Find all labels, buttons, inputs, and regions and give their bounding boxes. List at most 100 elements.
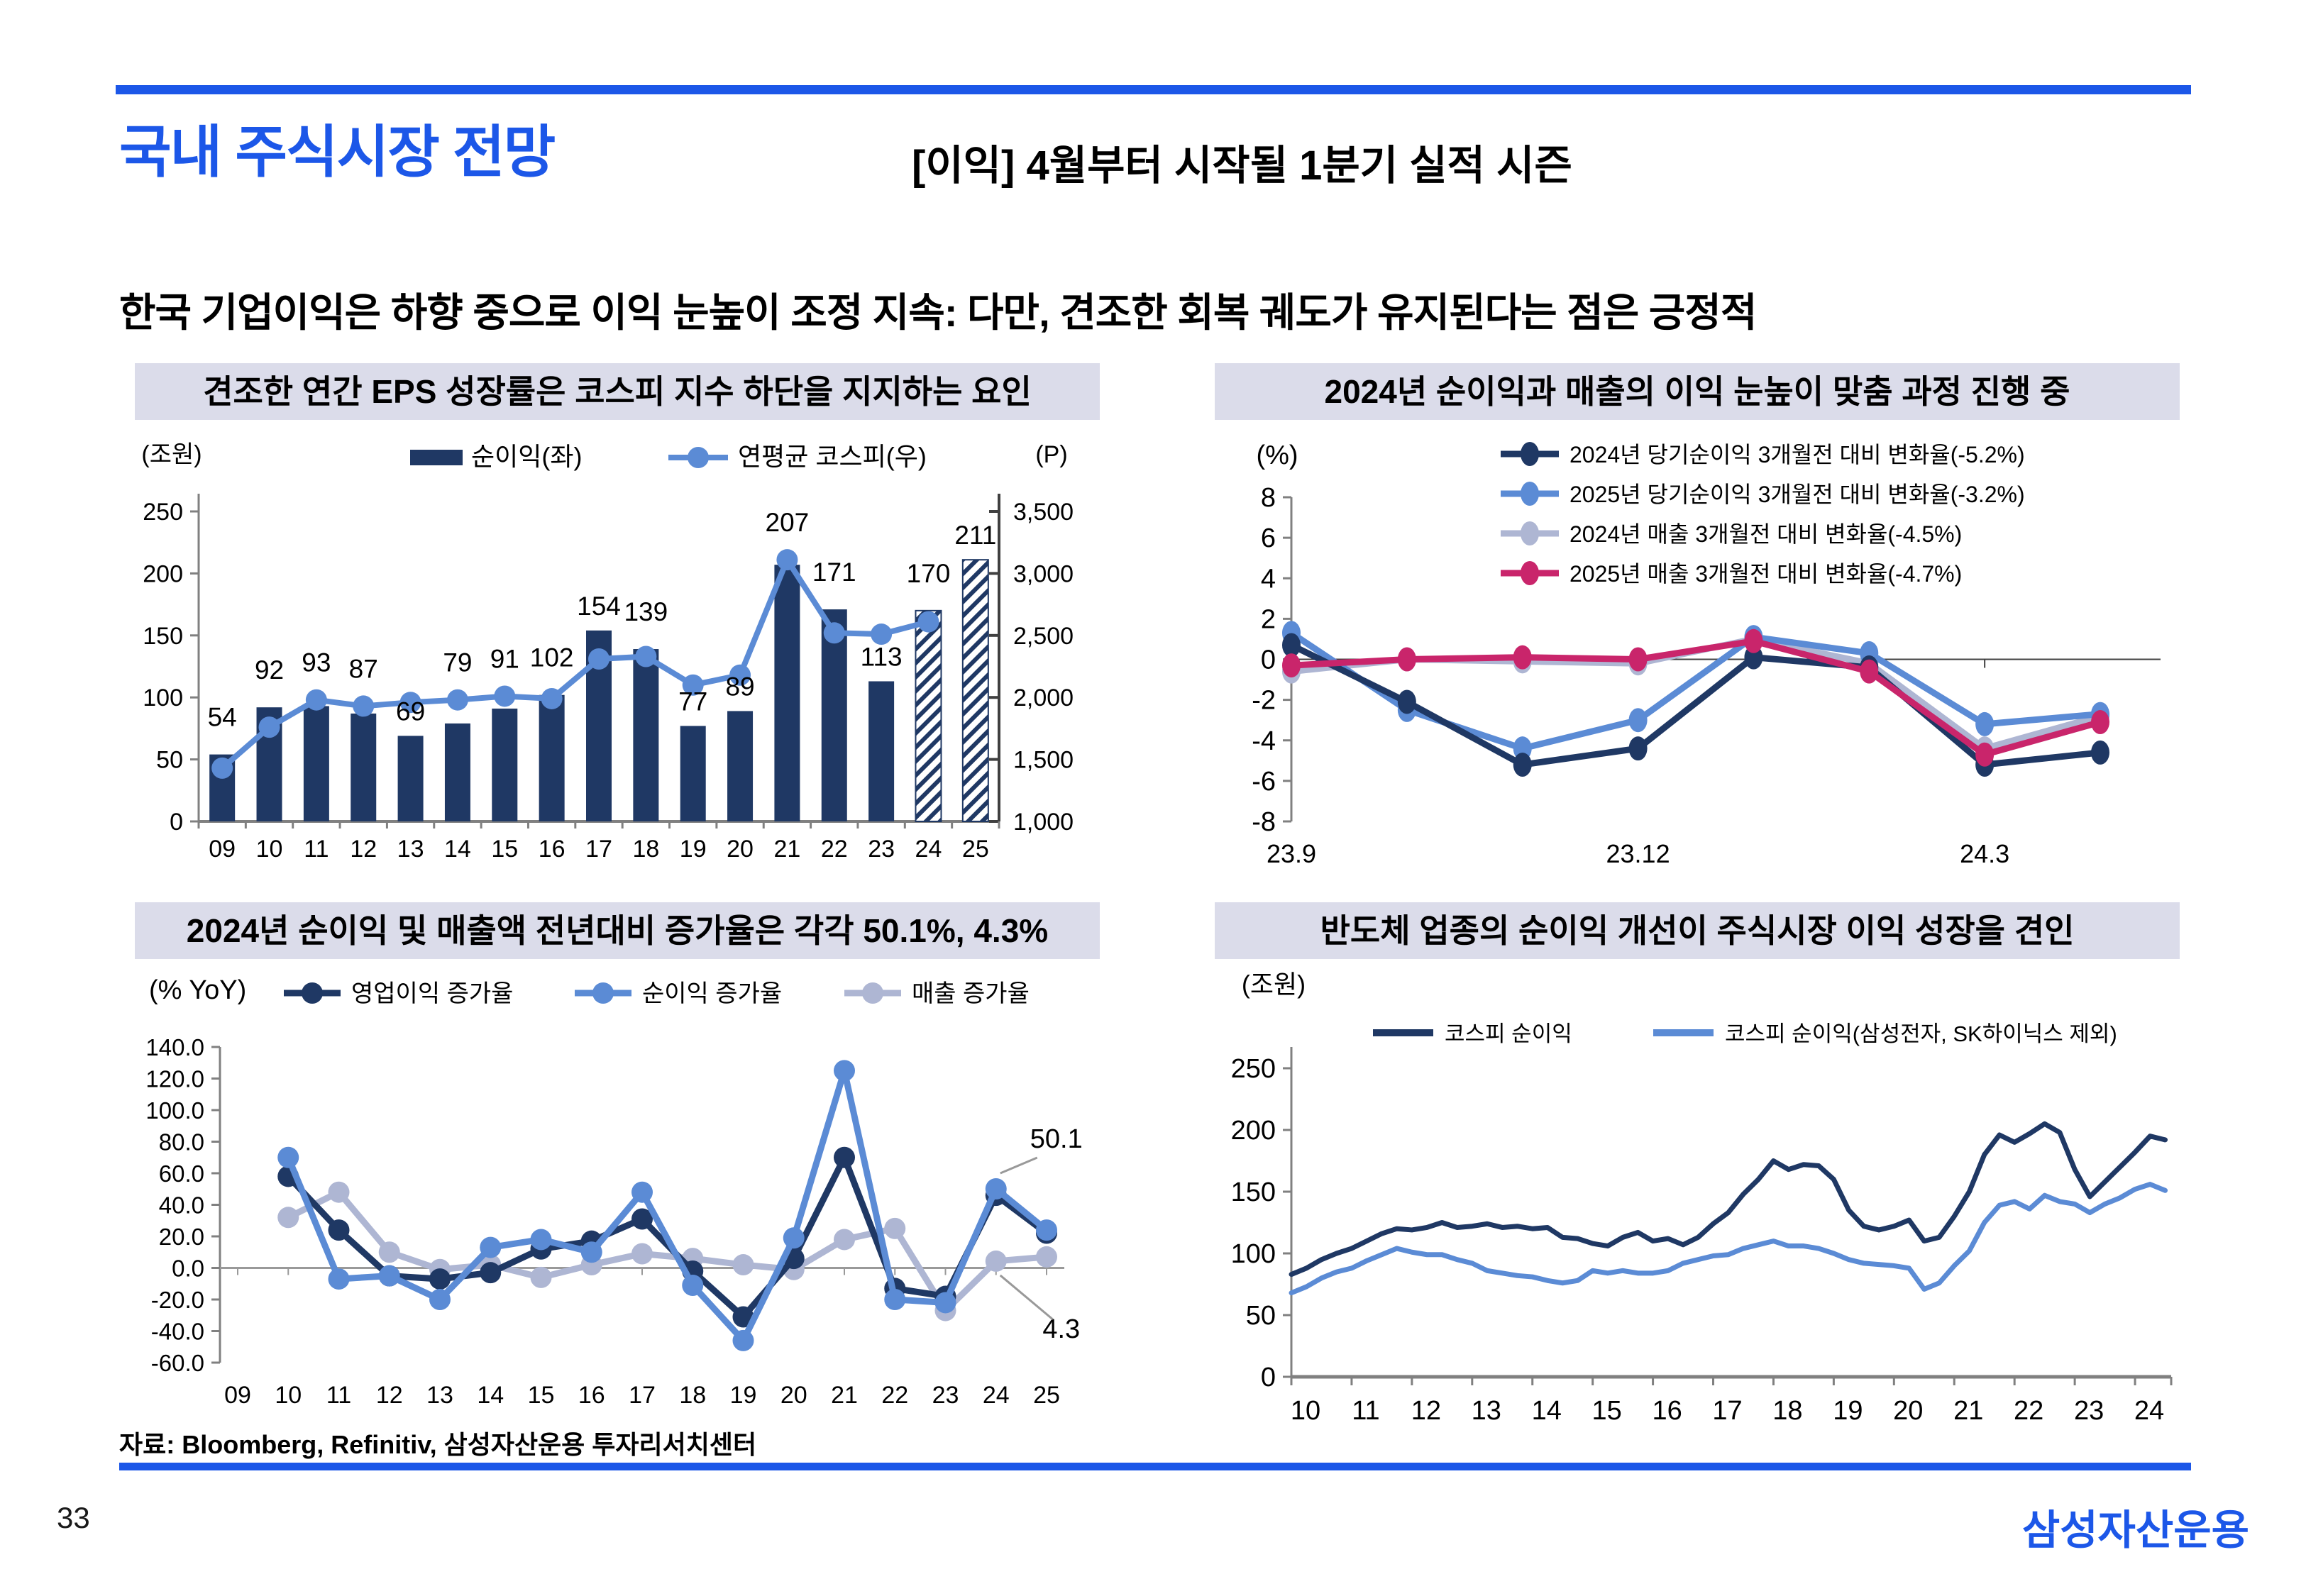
svg-text:93: 93 (302, 648, 331, 677)
svg-text:20: 20 (727, 836, 754, 863)
svg-text:코스피 순이익: 코스피 순이익 (1445, 1021, 1572, 1046)
svg-text:연평균 코스피(우): 연평균 코스피(우) (738, 442, 927, 471)
source-note: 자료: Bloomberg, Refinitiv, 삼성자산운용 투자리서치센터 (119, 1430, 757, 1459)
svg-text:23: 23 (2074, 1396, 2104, 1426)
svg-text:-8: -8 (1252, 807, 1276, 837)
svg-text:50: 50 (1246, 1301, 1276, 1331)
svg-text:250: 250 (1231, 1054, 1276, 1084)
svg-text:140.0: 140.0 (145, 1034, 204, 1060)
page-number: 33 (57, 1501, 90, 1534)
svg-text:16: 16 (539, 836, 566, 863)
svg-text:3,000: 3,000 (1013, 560, 1074, 587)
svg-text:91: 91 (490, 644, 519, 673)
svg-text:14: 14 (477, 1382, 504, 1409)
footer-rule (119, 1463, 2191, 1470)
svg-text:19: 19 (1833, 1396, 1863, 1426)
company-logo: 삼성자산운용 (2021, 1507, 2249, 1553)
svg-text:22: 22 (881, 1382, 908, 1409)
svg-text:16: 16 (1652, 1396, 1682, 1426)
svg-text:15: 15 (1592, 1396, 1622, 1426)
svg-text:200: 200 (1231, 1116, 1276, 1146)
svg-text:19: 19 (730, 1382, 757, 1409)
svg-text:매출 증가율: 매출 증가율 (912, 980, 1030, 1007)
svg-text:13: 13 (397, 836, 424, 863)
chart-eps-bar-line: 0 50 100 150 200 250 1,000 1,500 2,000 2,500 3,000… (141, 441, 1074, 863)
svg-text:21: 21 (831, 1382, 858, 1409)
svg-text:120.0: 120.0 (145, 1066, 204, 1092)
svg-text:24: 24 (915, 836, 942, 863)
svg-text:1,000: 1,000 (1013, 809, 1074, 836)
svg-text:54: 54 (208, 703, 237, 732)
svg-text:12: 12 (376, 1382, 403, 1409)
svg-text:순이익(좌): 순이익(좌) (471, 442, 582, 471)
chart-kospi-profit-lines: (조원) 코스피 순이익 코스피 순이익(삼성전자, SK하이닉스 제외) 0 50 10… (1231, 970, 2173, 1426)
svg-text:1,500: 1,500 (1013, 747, 1074, 774)
page-subtitle: [이익] 4월부터 시작될 1분기 실적 시즌 (912, 143, 1572, 189)
svg-text:24.3: 24.3 (1960, 839, 2009, 868)
svg-text:23.12: 23.12 (1606, 839, 1670, 868)
svg-text:154: 154 (577, 592, 621, 621)
svg-text:12: 12 (350, 836, 377, 863)
svg-text:(조원): (조원) (1242, 970, 1306, 999)
svg-text:15: 15 (491, 836, 518, 863)
svg-text:16: 16 (578, 1382, 605, 1409)
svg-text:92: 92 (255, 655, 284, 685)
svg-text:(% YoY): (% YoY) (149, 975, 246, 1005)
svg-text:23.9: 23.9 (1267, 839, 1316, 868)
svg-text:18: 18 (679, 1382, 706, 1409)
svg-text:0: 0 (1261, 645, 1276, 675)
svg-text:-20.0: -20.0 (151, 1287, 204, 1313)
top-rule (116, 85, 2191, 94)
svg-text:순이익 증가율: 순이익 증가율 (642, 980, 782, 1007)
svg-text:11: 11 (1352, 1396, 1379, 1426)
svg-text:10: 10 (275, 1382, 302, 1409)
svg-text:0.0: 0.0 (172, 1256, 204, 1282)
svg-text:10: 10 (256, 836, 283, 863)
panel4-header: 반도체 업종의 순이익 개선이 주식시장 이익 성장을 견인 (1215, 902, 2180, 959)
svg-text:211: 211 (954, 521, 996, 550)
svg-text:0: 0 (170, 809, 183, 836)
svg-text:21: 21 (1953, 1396, 1983, 1426)
svg-text:87: 87 (349, 654, 378, 683)
svg-text:207: 207 (766, 508, 810, 537)
svg-text:50: 50 (156, 747, 183, 774)
svg-text:200: 200 (143, 560, 183, 587)
svg-text:2024년 당기순이익 3개월전 대비 변화율(-5.2%): 2024년 당기순이익 3개월전 대비 변화율(-5.2%) (1569, 442, 2025, 467)
svg-text:3,500: 3,500 (1013, 499, 1074, 526)
svg-text:(%): (%) (1256, 440, 1298, 470)
svg-text:100: 100 (1231, 1239, 1276, 1269)
svg-text:24: 24 (983, 1382, 1010, 1409)
svg-text:(조원): (조원) (141, 441, 202, 468)
svg-text:170: 170 (907, 559, 951, 588)
svg-text:13: 13 (426, 1382, 453, 1409)
svg-text:80.0: 80.0 (159, 1129, 204, 1156)
svg-text:17: 17 (629, 1382, 656, 1409)
svg-text:-60.0: -60.0 (151, 1350, 204, 1376)
svg-text:113: 113 (861, 642, 903, 671)
svg-text:40.0: 40.0 (159, 1192, 204, 1219)
lead-statement: 한국 기업이익은 하향 중으로 이익 눈높이 조정 지속: 다만, 견조한 회복… (119, 290, 1757, 335)
svg-text:171: 171 (812, 558, 856, 587)
svg-text:20: 20 (780, 1382, 807, 1409)
svg-text:6: 6 (1261, 523, 1276, 553)
svg-text:영업이익 증가율: 영업이익 증가율 (351, 980, 513, 1007)
page-title: 국내 주식시장 전망 (119, 121, 556, 184)
svg-text:100: 100 (143, 685, 183, 711)
svg-text:-2: -2 (1252, 686, 1276, 716)
svg-text:-4: -4 (1252, 726, 1276, 756)
svg-text:8: 8 (1261, 483, 1276, 513)
svg-text:2024년 매출 3개월전 대비 변화율(-4.5%): 2024년 매출 3개월전 대비 변화율(-4.5%) (1569, 521, 1962, 547)
svg-text:2025년 당기순이익 3개월전 대비 변화율(-3.2%): 2025년 당기순이익 3개월전 대비 변화율(-3.2%) (1569, 482, 2025, 507)
svg-text:20: 20 (1893, 1396, 1923, 1426)
chart-revision-lines: -8 -6 -4 -2 0 2 4 6 8 (%) 23.9 23.12 24.3 2024년 당기순이익… (1252, 440, 2161, 868)
svg-text:10: 10 (1291, 1396, 1320, 1426)
svg-text:25: 25 (962, 836, 989, 863)
svg-text:-40.0: -40.0 (151, 1319, 204, 1345)
svg-text:77: 77 (678, 687, 707, 716)
svg-text:23: 23 (868, 836, 895, 863)
svg-text:2025년 매출 3개월전 대비 변화율(-4.7%): 2025년 매출 3개월전 대비 변화율(-4.7%) (1569, 561, 1962, 587)
svg-text:69: 69 (396, 697, 425, 726)
svg-text:139: 139 (624, 597, 668, 626)
svg-text:2: 2 (1261, 604, 1276, 634)
svg-text:22: 22 (821, 836, 848, 863)
